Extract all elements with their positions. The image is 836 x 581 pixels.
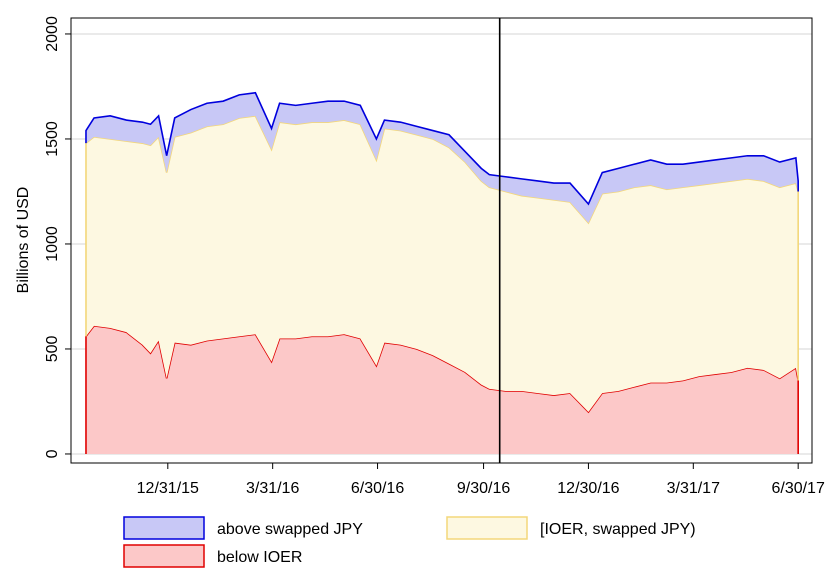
area-fill xyxy=(85,115,799,412)
legend-swatch xyxy=(123,544,205,568)
legend-swatch xyxy=(446,516,528,540)
y-tick-label: 500 xyxy=(44,336,61,363)
y-tick-label: 2000 xyxy=(44,16,61,52)
y-axis-label: Billions of USD xyxy=(15,187,32,294)
area-line xyxy=(85,91,799,206)
area-fill xyxy=(85,92,799,223)
x-tick-label: 6/30/16 xyxy=(351,480,404,497)
x-tick-label: 9/30/16 xyxy=(457,480,510,497)
x-tick-label: 12/30/16 xyxy=(557,480,619,497)
legend-label: above swapped JPY xyxy=(217,521,363,538)
y-tick-label: 1000 xyxy=(44,226,61,262)
legend-label: below IOER xyxy=(217,549,302,566)
x-tick-label: 3/31/17 xyxy=(667,480,720,497)
y-tick-label: 0 xyxy=(44,449,61,458)
x-tick-label: 6/30/17 xyxy=(771,480,824,497)
area-fill xyxy=(85,325,799,454)
legend-swatch xyxy=(123,516,205,540)
x-tick-label: 12/31/15 xyxy=(137,480,199,497)
y-tick-label: 1500 xyxy=(44,121,61,157)
x-tick-label: 3/31/16 xyxy=(246,480,299,497)
plot-frame xyxy=(70,17,813,464)
legend-label: [IOER, swapped JPY) xyxy=(540,521,696,538)
